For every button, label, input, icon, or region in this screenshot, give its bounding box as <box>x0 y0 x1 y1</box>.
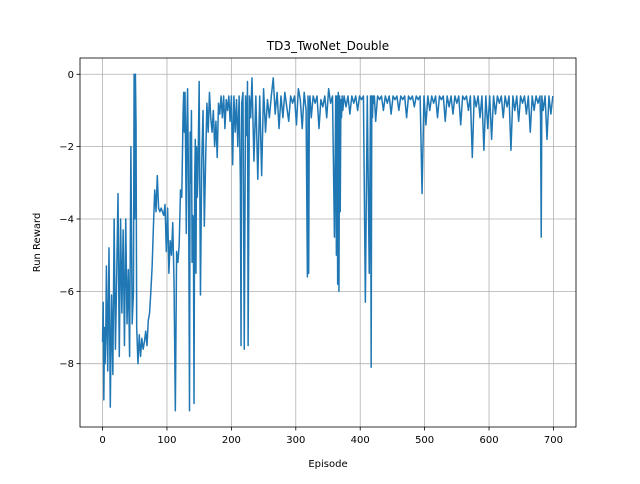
x-tick-label: 100 <box>157 435 176 446</box>
y-tick-label: 0 <box>68 70 74 81</box>
x-tick-label: 400 <box>351 435 370 446</box>
x-tick-label: 200 <box>222 435 241 446</box>
series-line <box>101 73 554 412</box>
x-tick-label: 0 <box>99 435 105 446</box>
x-tick-label: 600 <box>479 435 498 446</box>
x-tick-label: 700 <box>544 435 563 446</box>
x-tick-label: 300 <box>286 435 305 446</box>
y-tick-label: −2 <box>59 142 74 153</box>
x-tick-label: 500 <box>415 435 434 446</box>
y-tick-label: −6 <box>59 287 74 298</box>
x-axis-label: Episode <box>308 459 347 470</box>
plot-background <box>80 58 576 427</box>
y-axis-label: Run Reward <box>32 213 43 273</box>
plot-frame <box>79 57 577 428</box>
y-tick-label: −4 <box>59 214 74 225</box>
y-tick-label: −8 <box>59 359 74 370</box>
y-axis: 0 −2 −4 −6 −8 <box>59 70 80 370</box>
x-axis: 0 100 200 300 400 500 600 700 <box>99 427 563 446</box>
chart-title: TD3_TwoNet_Double <box>266 39 389 53</box>
